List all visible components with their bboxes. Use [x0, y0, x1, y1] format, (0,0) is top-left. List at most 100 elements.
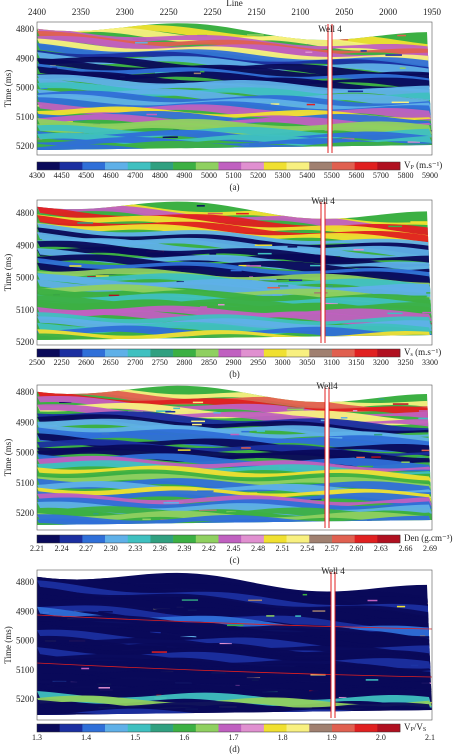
layer — [37, 148, 432, 151]
colorbar-swatch — [127, 349, 151, 357]
caption: (b) — [229, 369, 240, 379]
speck — [308, 343, 323, 345]
speck — [429, 728, 433, 730]
y-axis-title: Time (ms) — [3, 70, 13, 107]
speck — [230, 433, 240, 436]
colorbar-frame — [36, 723, 401, 733]
layer — [37, 232, 432, 261]
colorbar-swatch — [218, 349, 242, 357]
unit-sub: P — [411, 727, 415, 733]
layer — [37, 118, 432, 134]
speck — [352, 343, 364, 345]
speck — [371, 456, 381, 458]
speck — [347, 90, 364, 93]
horizon — [36, 662, 433, 678]
colorbar-swatch — [331, 162, 355, 170]
speck — [81, 667, 90, 670]
speck — [287, 246, 298, 248]
speck — [305, 51, 313, 54]
speck — [410, 221, 429, 223]
colorbar-frame — [36, 348, 401, 358]
y-tick-label: 5200 — [16, 694, 35, 704]
speck — [151, 651, 168, 653]
speck — [142, 518, 151, 521]
speck — [320, 419, 328, 422]
unit: V — [404, 347, 411, 357]
speck — [51, 67, 58, 69]
speck — [335, 628, 350, 630]
speck — [173, 407, 181, 410]
layer — [37, 305, 432, 322]
colorbar-swatch — [82, 162, 106, 170]
layer — [37, 522, 432, 525]
colorbar-label: 2.27 — [79, 544, 93, 553]
speck — [295, 615, 302, 617]
speck — [430, 55, 432, 58]
speck — [191, 420, 206, 423]
colorbar-label: 5200 — [250, 171, 266, 180]
unit: V — [404, 722, 411, 732]
horizon — [36, 614, 433, 630]
layer — [37, 606, 432, 639]
colorbar-label: 5900 — [422, 171, 438, 180]
colorbar-swatch — [82, 535, 106, 543]
speck — [131, 158, 138, 160]
layer — [37, 51, 432, 78]
colorbar-swatch — [150, 724, 174, 732]
section — [37, 572, 433, 730]
well-label: Well 4 — [318, 24, 342, 34]
unit-sub: S — [423, 727, 426, 733]
colorbar-swatch — [82, 349, 106, 357]
speck — [306, 103, 316, 106]
colorbar-label: 2800 — [176, 358, 192, 367]
layer — [37, 279, 432, 300]
colorbar-label: 2.0 — [376, 733, 386, 742]
speck — [95, 275, 109, 277]
unit: Den — [404, 533, 419, 543]
unit-sub: s — [411, 352, 414, 358]
speck — [324, 302, 338, 305]
colorbar-label: 4900 — [176, 171, 192, 180]
speck — [416, 456, 426, 459]
speck — [418, 417, 432, 420]
colorbar-swatch — [331, 535, 355, 543]
layer — [37, 473, 432, 491]
speck — [326, 437, 343, 439]
y-axis-title: Time (ms) — [3, 254, 13, 291]
y-tick-label: 4800 — [16, 577, 35, 587]
speck — [267, 286, 280, 289]
speck — [351, 346, 360, 348]
colorbar-swatch — [37, 535, 60, 543]
colorbar-label: 2950 — [250, 358, 266, 367]
colorbar-label: 3100 — [324, 358, 340, 367]
y-tick-label: 5000 — [16, 448, 35, 458]
colorbar-label: 4300 — [29, 171, 45, 180]
speck — [252, 526, 266, 528]
colorbar-swatch — [59, 349, 83, 357]
speck — [365, 679, 379, 681]
colorbar-label: 2700 — [127, 358, 143, 367]
speck — [93, 513, 99, 515]
section — [37, 23, 432, 160]
colorbar-frame — [36, 161, 401, 171]
layer — [37, 101, 432, 121]
colorbar-label: 1.9 — [327, 733, 337, 742]
colorbar-swatch — [105, 724, 129, 732]
speck — [352, 409, 358, 412]
unit-tail: (m.s⁻¹) — [414, 160, 442, 170]
colorbar-label: 2850 — [201, 358, 217, 367]
speck — [327, 285, 333, 287]
speck — [162, 136, 178, 138]
speck — [149, 631, 161, 634]
well-bar — [321, 202, 325, 343]
speck — [392, 403, 409, 405]
colorbar-swatch — [127, 724, 151, 732]
speck — [241, 447, 251, 449]
speck — [165, 411, 176, 413]
colorbar-swatch — [377, 535, 401, 543]
colorbar-label: 2.21 — [30, 544, 44, 553]
layer — [37, 74, 432, 94]
speck — [181, 599, 199, 601]
speck — [261, 153, 273, 155]
colorbar-label: 2.66 — [398, 544, 412, 553]
